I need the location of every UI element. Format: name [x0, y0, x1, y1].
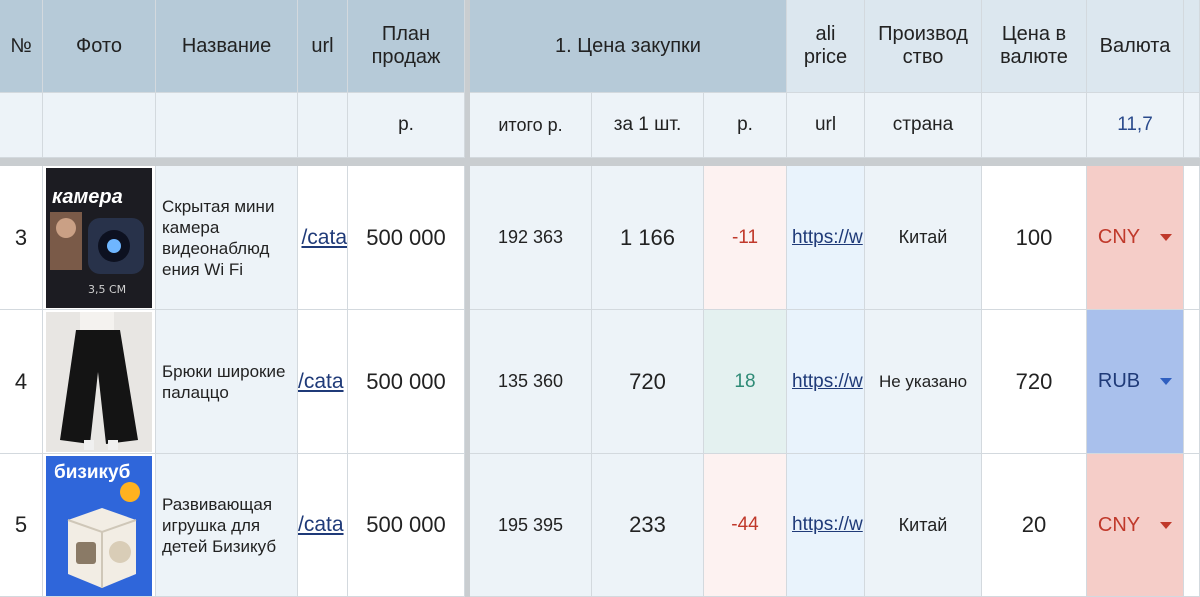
product-url-cell[interactable]: /cata: [298, 166, 348, 310]
col-header-num[interactable]: №: [0, 0, 43, 93]
photo-caption: камера: [52, 186, 123, 208]
col-header-name[interactable]: Название: [156, 0, 298, 93]
photo-caption: бизикуб: [54, 462, 131, 483]
product-name[interactable]: Скрытая мини камера видеонаблюд ения Wi …: [156, 166, 298, 310]
subheader-diff-unit[interactable]: р.: [704, 93, 787, 158]
photo-cell[interactable]: 3,5 СМ камера: [43, 166, 156, 310]
unit-price[interactable]: 1 166: [592, 166, 704, 310]
product-photo-camera: 3,5 СМ камера: [46, 168, 152, 308]
product-photo-busycube: бизикуб: [46, 456, 152, 596]
row-number[interactable]: 3: [0, 166, 43, 310]
currency-dropdown[interactable]: CNY: [1087, 166, 1184, 310]
subheader-cell-num[interactable]: [0, 93, 43, 158]
sales-plan[interactable]: 500 000: [348, 166, 465, 310]
subheader-exchange-rate[interactable]: 11,7: [1087, 93, 1184, 158]
ali-url-cell[interactable]: https://w: [787, 454, 865, 597]
product-name[interactable]: Развивающая игрушка для детей Бизикуб: [156, 454, 298, 597]
country[interactable]: Китай: [865, 454, 982, 597]
price-in-currency[interactable]: 720: [982, 310, 1087, 454]
country[interactable]: Китай: [865, 166, 982, 310]
col-header-currency[interactable]: Валюта: [1087, 0, 1184, 93]
photo-cell[interactable]: бизикуб: [43, 454, 156, 597]
product-url-link[interactable]: /cata: [301, 225, 347, 249]
product-url-cell[interactable]: /cata: [298, 310, 348, 454]
ali-url-link[interactable]: https://w: [792, 514, 863, 535]
ali-url-link[interactable]: https://w: [792, 370, 863, 392]
dropdown-arrow-icon[interactable]: [1160, 378, 1173, 385]
extra-cell[interactable]: [1184, 454, 1200, 597]
camera-image: 3,5 СМ: [46, 168, 152, 308]
product-url-cell[interactable]: /cata: [298, 454, 348, 597]
dropdown-arrow-icon[interactable]: [1160, 234, 1173, 241]
product-url-link[interactable]: /cata: [298, 513, 344, 536]
currency-dropdown[interactable]: CNY: [1087, 454, 1184, 597]
subheader-total[interactable]: итого р.: [470, 93, 592, 158]
product-name[interactable]: Брюки широкие палаццо: [156, 310, 298, 454]
unit-price[interactable]: 233: [592, 454, 704, 597]
sales-plan[interactable]: 500 000: [348, 454, 465, 597]
col-header-plan[interactable]: План продаж: [348, 0, 465, 93]
frozen-column-separator: [465, 0, 470, 597]
subheader-country[interactable]: страна: [865, 93, 982, 158]
currency-value: CNY: [1097, 226, 1141, 248]
dropdown-arrow-icon[interactable]: [1160, 521, 1173, 529]
unit-price[interactable]: 720: [592, 310, 704, 454]
photo-cell[interactable]: [43, 310, 156, 454]
row-number[interactable]: 4: [0, 310, 43, 454]
price-diff[interactable]: -11: [704, 166, 787, 310]
subheader-plan-unit[interactable]: р.: [348, 93, 465, 158]
currency-dropdown[interactable]: RUB: [1087, 310, 1184, 454]
col-header-purchase-price[interactable]: 1. Цена закупки: [470, 0, 787, 93]
currency-value: RUB: [1097, 370, 1141, 392]
col-header-url[interactable]: url: [298, 0, 348, 93]
ali-url-cell[interactable]: https://w: [787, 310, 865, 454]
col-header-producer[interactable]: Производ ство: [865, 0, 982, 93]
subheader-cell-name[interactable]: [156, 93, 298, 158]
product-photo-trousers: [46, 312, 152, 452]
subheader-cell-price[interactable]: [982, 93, 1087, 158]
subheader-cell-extra[interactable]: [1184, 93, 1200, 158]
subheader-cell-url[interactable]: [298, 93, 348, 158]
col-header-ali-price[interactable]: ali price: [787, 0, 865, 93]
col-header-extra[interactable]: [1184, 0, 1200, 93]
svg-text:3,5 СМ: 3,5 СМ: [88, 283, 126, 296]
price-diff[interactable]: 18: [704, 310, 787, 454]
subheader-ali-url[interactable]: url: [787, 93, 865, 158]
extra-cell[interactable]: [1184, 310, 1200, 454]
ali-url-cell[interactable]: https://w: [787, 166, 865, 310]
price-in-currency[interactable]: 100: [982, 166, 1087, 310]
trousers-image: [46, 312, 152, 452]
col-header-price-currency[interactable]: Цена в валюте: [982, 0, 1087, 93]
currency-value: CNY: [1097, 513, 1141, 536]
row-number[interactable]: 5: [0, 454, 43, 597]
total-price[interactable]: 192 363: [470, 166, 592, 310]
frozen-row-separator: [0, 158, 1200, 166]
product-url-link[interactable]: /cata: [298, 369, 344, 393]
price-diff[interactable]: -44: [704, 454, 787, 597]
total-price[interactable]: 135 360: [470, 310, 592, 454]
subheader-cell-photo[interactable]: [43, 93, 156, 158]
total-price[interactable]: 195 395: [470, 454, 592, 597]
extra-cell[interactable]: [1184, 166, 1200, 310]
ali-url-link[interactable]: https://w: [792, 226, 863, 248]
col-header-photo[interactable]: Фото: [43, 0, 156, 93]
busycube-image: [46, 456, 152, 596]
sales-plan[interactable]: 500 000: [348, 310, 465, 454]
country[interactable]: Не указано: [865, 310, 982, 454]
price-in-currency[interactable]: 20: [982, 454, 1087, 597]
subheader-per-unit[interactable]: за 1 шт.: [592, 93, 704, 158]
